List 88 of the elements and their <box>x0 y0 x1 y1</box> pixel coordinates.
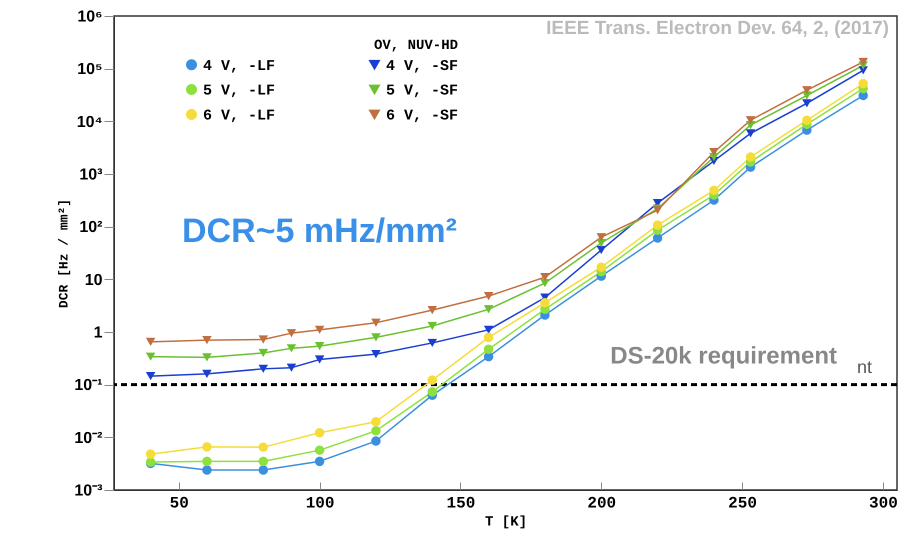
y-tick-label: 10⁻² <box>74 430 102 447</box>
y-tick-label: 10² <box>79 219 102 236</box>
point <box>314 428 324 438</box>
point <box>371 350 381 358</box>
point <box>802 115 812 125</box>
y-tick-label: 10⁵ <box>77 61 102 78</box>
point <box>314 456 324 466</box>
point <box>314 445 324 455</box>
point <box>484 344 494 354</box>
point <box>258 348 268 358</box>
point <box>652 220 662 230</box>
point <box>746 129 756 138</box>
y-tick-label: 10⁴ <box>76 114 103 131</box>
point <box>428 387 438 397</box>
point <box>746 152 756 162</box>
point <box>258 465 268 475</box>
point <box>858 78 868 88</box>
y-tick-label: 10⁻³ <box>74 482 102 500</box>
point <box>258 442 268 452</box>
ref-line-label: DS-20k requirement <box>610 342 838 370</box>
point <box>746 116 756 124</box>
point <box>428 322 438 330</box>
point <box>484 292 494 300</box>
point <box>202 465 212 475</box>
point <box>146 449 156 459</box>
point <box>202 353 212 362</box>
x-tick-label: 150 <box>446 494 476 512</box>
legend-label: 5 V, -LF <box>203 82 276 100</box>
x-tick-label: 100 <box>306 494 335 512</box>
legend-label: 4 V, -SF <box>386 58 458 75</box>
x-tick-label: 50 <box>170 494 189 512</box>
point <box>802 99 812 108</box>
point <box>146 338 156 346</box>
point <box>484 305 494 314</box>
x-tick-label: 300 <box>869 494 898 512</box>
point <box>540 273 550 282</box>
point <box>540 278 550 288</box>
point <box>258 364 268 373</box>
point <box>802 86 812 94</box>
annotation: DCR~5 mHz/mm² <box>182 212 457 250</box>
y-tick-label: 10 <box>84 272 103 289</box>
point <box>286 364 296 372</box>
point <box>596 262 606 272</box>
legend-label: 6 V, -SF <box>386 108 458 124</box>
point <box>652 233 662 243</box>
point <box>258 335 268 344</box>
point <box>146 372 156 380</box>
point <box>314 355 324 364</box>
y-tick-label: 10⁶ <box>77 8 102 26</box>
legend-label: 4 V, -LF <box>203 58 276 75</box>
point <box>540 298 550 308</box>
y-tick-label: 10³ <box>79 166 102 184</box>
point <box>371 436 381 446</box>
legend-title: OV, NUV-HD <box>374 38 458 54</box>
x-axis-title: T [K] <box>484 514 528 530</box>
x-tick-label: 200 <box>587 494 616 512</box>
point <box>709 186 719 196</box>
point <box>202 336 212 344</box>
point <box>596 233 606 242</box>
point <box>428 306 438 314</box>
legend-label: 6 V, -LF <box>203 108 276 124</box>
y-axis-title: DCR [Hz / mm²] <box>56 198 72 308</box>
point <box>484 332 494 342</box>
point <box>858 58 868 66</box>
point <box>428 375 438 385</box>
annotation: nt <box>856 357 872 377</box>
point <box>286 344 296 352</box>
point <box>286 329 296 338</box>
point <box>202 442 212 452</box>
y-tick-label: 10⁻¹ <box>74 377 102 394</box>
point <box>484 326 494 334</box>
point <box>428 338 438 348</box>
point <box>202 370 212 378</box>
point <box>371 333 381 342</box>
y-tick-label: 1 <box>94 324 103 342</box>
annotation: IEEE Trans. Electron Dev. 64, 2, (2017) <box>546 18 889 39</box>
point <box>258 456 268 466</box>
point <box>371 416 381 426</box>
legend-label: 5 V, -SF <box>386 82 458 100</box>
x-tick-label: 250 <box>728 494 757 512</box>
point <box>596 246 606 254</box>
point <box>371 426 381 436</box>
point <box>314 342 324 350</box>
point <box>314 326 324 334</box>
point <box>146 352 156 361</box>
point <box>709 148 719 156</box>
point <box>202 456 212 466</box>
point <box>371 318 381 327</box>
